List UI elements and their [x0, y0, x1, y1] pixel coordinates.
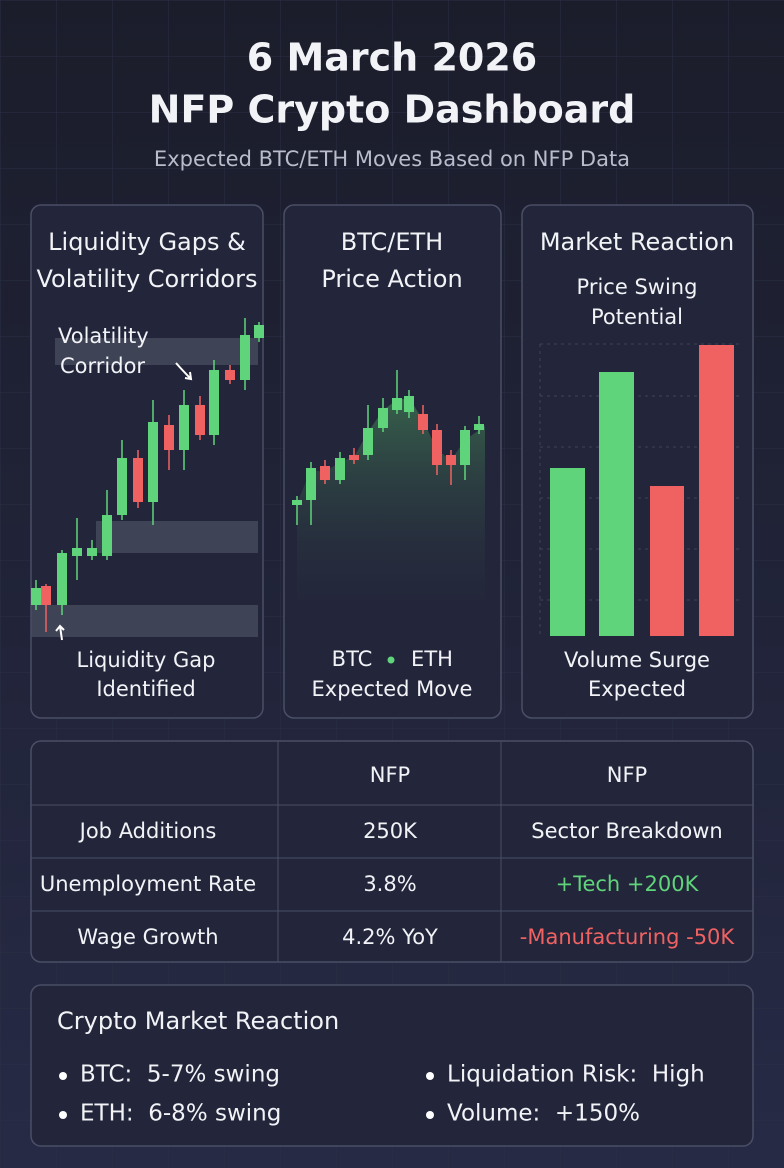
candle-body — [225, 370, 235, 380]
candle-body — [335, 458, 345, 480]
caption: Volume Surge — [564, 648, 710, 672]
candle-body — [460, 430, 470, 465]
title: NFP Crypto Dashboard — [149, 88, 636, 132]
candle-body — [446, 455, 456, 465]
candle-body — [240, 335, 250, 380]
candle-body — [432, 430, 442, 465]
liquidity-gap — [96, 521, 258, 553]
legend-label: ETH — [411, 647, 453, 671]
candle-body — [474, 424, 484, 430]
bar — [650, 486, 684, 636]
candle-body — [179, 405, 189, 450]
table-cell: +Tech +200K — [556, 872, 700, 896]
table-lines — [31, 741, 753, 962]
table-cell: 250K — [363, 819, 418, 843]
caption: Expected Move — [312, 677, 473, 701]
candle-body — [292, 500, 302, 505]
panel-subtitle: Potential — [591, 305, 683, 329]
bullet — [59, 1072, 67, 1080]
bullet — [426, 1072, 434, 1080]
table-cell: Unemployment Rate — [40, 872, 256, 896]
reaction-item: ETH: 6-8% swing — [80, 1101, 281, 1127]
price-area — [297, 398, 485, 600]
candle-body — [31, 588, 41, 605]
candles — [31, 318, 264, 632]
candle-body — [378, 408, 388, 428]
candle-body — [117, 458, 127, 515]
panel-title: BTC/ETH — [341, 228, 443, 256]
panel — [30, 204, 264, 719]
reaction-box — [30, 984, 754, 1147]
guide-lines — [539, 343, 740, 636]
panel-title: Liquidity Gaps & — [48, 228, 246, 256]
annotation: Liquidity Gap — [77, 648, 216, 672]
table-cell: 3.8% — [363, 872, 416, 896]
candle-body — [41, 586, 51, 605]
candle-body — [254, 325, 264, 338]
table-header: NFP — [370, 763, 410, 787]
annotation: Corridor — [60, 354, 145, 378]
table-cell: Job Additions — [78, 819, 217, 843]
legend-dot — [387, 656, 395, 664]
table-cell: -Manufacturing -50K — [520, 925, 736, 949]
table-cell: 4.2% YoY — [342, 925, 438, 949]
annotation: Identified — [96, 677, 195, 701]
candle-body — [133, 458, 143, 502]
candle-body — [164, 425, 174, 450]
candle-body — [320, 466, 330, 480]
candle-body — [392, 398, 402, 410]
panel-title: Market Reaction — [540, 228, 734, 256]
candles — [292, 370, 484, 525]
arrow — [55, 624, 65, 641]
table-header: NFP — [607, 763, 647, 787]
bar — [550, 468, 585, 636]
bar — [699, 345, 734, 636]
bullet — [426, 1111, 434, 1119]
volatility-corridor — [55, 338, 258, 365]
title: 6 March 2026 — [247, 36, 537, 80]
section-title: Crypto Market Reaction — [57, 1007, 339, 1035]
candle-body — [148, 422, 158, 502]
table — [30, 740, 754, 963]
panel-title: Volatility Corridors — [37, 265, 258, 293]
bullet — [59, 1111, 67, 1119]
candle-body — [72, 548, 82, 556]
candle-body — [418, 414, 428, 430]
liquidity-gap — [31, 605, 258, 637]
candle-body — [404, 396, 414, 412]
candle-body — [349, 455, 359, 460]
candle-body — [363, 428, 373, 455]
legend-label: BTC — [332, 647, 373, 671]
arrow — [175, 362, 193, 381]
annotation: Volatility — [58, 324, 149, 348]
reaction-item: BTC: 5-7% swing — [80, 1062, 280, 1088]
reaction-item: Liquidation Risk: High — [447, 1062, 705, 1088]
bar — [599, 372, 634, 636]
subtitle: Expected BTC/ETH Moves Based on NFP Data — [154, 147, 630, 171]
caption: Expected — [588, 677, 686, 701]
candle-body — [195, 405, 205, 435]
candle-body — [57, 553, 67, 605]
candle-body — [306, 468, 316, 500]
table-cell: Sector Breakdown — [531, 819, 722, 843]
candle-body — [87, 548, 97, 556]
candle-body — [102, 515, 112, 556]
panel-title: Price Action — [321, 265, 462, 293]
table-cell: Wage Growth — [77, 925, 218, 949]
reaction-item: Volume: +150% — [447, 1101, 640, 1127]
panel-subtitle: Price Swing — [577, 275, 698, 299]
candle-body — [209, 370, 219, 435]
